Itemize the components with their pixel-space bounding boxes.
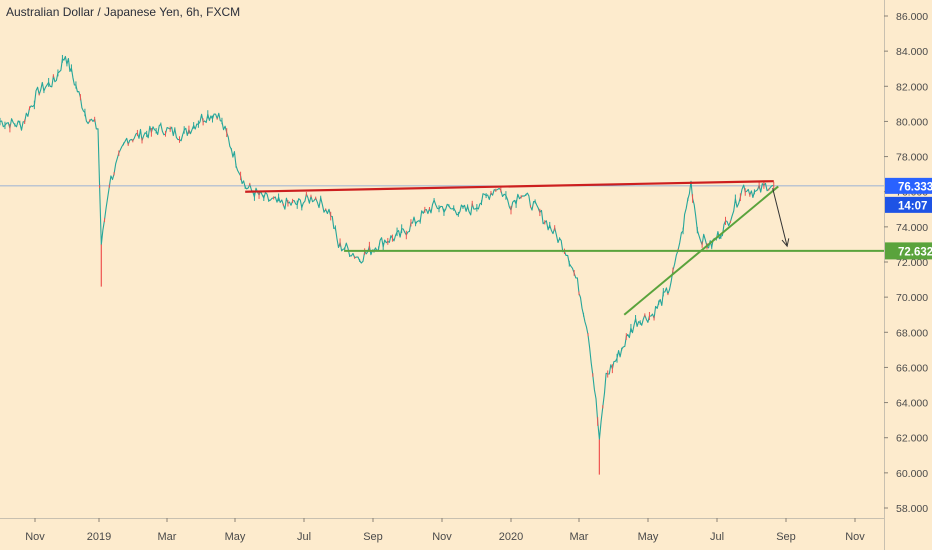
symbol-title: Australian Dollar / Japanese Yen, 6h, FX… — [6, 5, 241, 19]
time-tick-label: Nov — [432, 531, 452, 543]
price-tick-label: 84.000 — [896, 46, 928, 58]
countdown-badge-text: 14:07 — [898, 200, 927, 212]
countdown-badge: 14:07 — [885, 196, 932, 213]
time-tick-label: May — [638, 531, 659, 543]
price-tick-label: 86.000 — [896, 11, 928, 23]
time-tick-label: Jul — [710, 531, 724, 543]
rising-trendline — [623, 185, 779, 316]
time-tick-label: 2019 — [87, 531, 111, 543]
resistance-line — [245, 180, 774, 193]
time-tick-label: Nov — [25, 531, 45, 543]
countdown-badge-bg — [885, 196, 932, 213]
last-price-badge-text: 76.333 — [898, 181, 932, 193]
price-tick-label: 68.000 — [896, 327, 928, 339]
last-price-badge-bg — [885, 177, 932, 194]
level-price-badge: 72.632 — [885, 242, 932, 260]
time-tick-label: May — [225, 531, 246, 543]
projection-arrowhead — [781, 238, 790, 248]
time-tick-label: Sep — [776, 531, 796, 543]
price-tick-label: 74.000 — [896, 222, 928, 234]
price-tick-label: 62.000 — [896, 433, 928, 445]
price-tick-label: 82.000 — [896, 81, 928, 93]
time-tick-label: Sep — [363, 531, 383, 543]
price-series-line — [0, 55, 774, 440]
price-scale-panel — [884, 0, 932, 550]
price-tick-label: 58.000 — [896, 503, 928, 515]
time-tick-label: Jul — [297, 531, 311, 543]
time-tick-label: Mar — [158, 531, 177, 543]
price-tick-label: 60.000 — [896, 468, 928, 480]
price-tick-label: 70.000 — [896, 292, 928, 304]
projection-arrow — [772, 188, 788, 247]
last-price-badge: 76.333 — [885, 177, 932, 194]
price-tick-label: 78.000 — [896, 152, 928, 164]
price-tick-label: 72.000 — [896, 257, 928, 269]
price-tick-label: 80.000 — [896, 116, 928, 128]
price-tick-label: 64.000 — [896, 398, 928, 410]
time-tick-label: Mar — [570, 531, 589, 543]
time-tick-label: Nov — [845, 531, 865, 543]
time-tick-label: 2020 — [499, 531, 523, 543]
level-price-badge-text: 72.632 — [898, 246, 932, 258]
level-price-badge-bg — [885, 242, 932, 260]
price-tick-label: 66.000 — [896, 362, 928, 374]
